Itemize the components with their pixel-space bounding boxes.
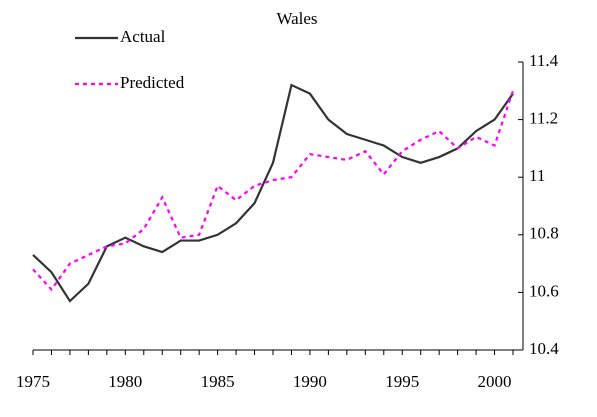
x-tick-label: 1975: [16, 372, 50, 391]
line-series: [32, 90, 515, 292]
y-tick-label: 10.8: [529, 224, 559, 243]
y-tick-label: 11.4: [529, 51, 559, 70]
x-tick-label: 2000: [478, 372, 512, 391]
x-tick-label: 1980: [108, 372, 142, 391]
y-tick-label: 11.2: [529, 109, 558, 128]
line-series: [32, 83, 514, 303]
x-tick-label: 1990: [293, 372, 327, 391]
y-tick-label: 10.6: [529, 281, 559, 300]
x-tick-label: 1995: [385, 372, 419, 391]
legend-label: Predicted: [120, 73, 185, 92]
y-tick-label: 11: [529, 166, 545, 185]
legend-label: Actual: [120, 27, 166, 46]
x-tick-label: 1985: [201, 372, 235, 391]
y-tick-label: 10.4: [529, 339, 559, 358]
chart-title: Wales: [276, 9, 317, 28]
